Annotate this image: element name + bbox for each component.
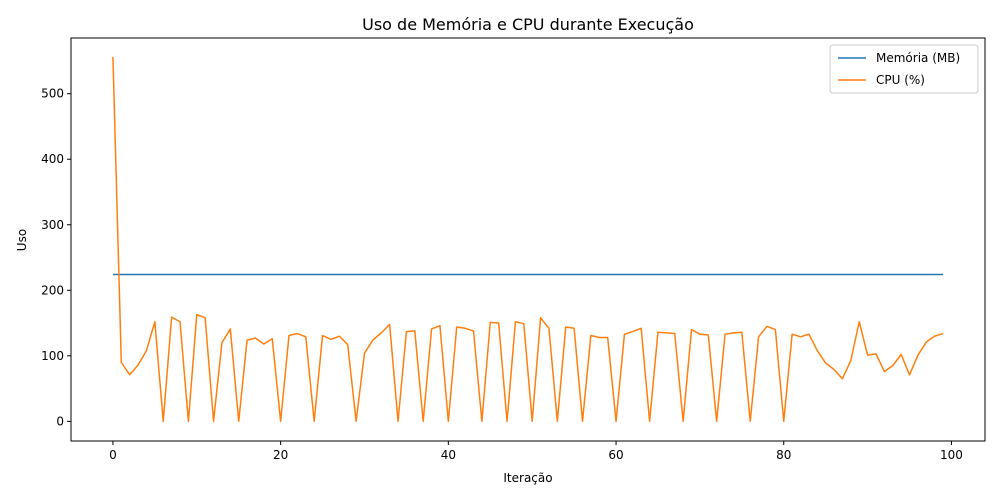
- legend-box: [829, 44, 979, 94]
- x-tick-label: 0: [109, 448, 117, 462]
- x-tick-label: 80: [776, 448, 791, 462]
- y-axis: 0 100 200 300 400 500: [41, 87, 71, 428]
- chart-title: Uso de Memória e CPU durante Execução: [362, 15, 694, 34]
- x-tick-label: 40: [441, 448, 456, 462]
- y-axis-label: Uso: [15, 229, 29, 251]
- series-layer: [112, 56, 944, 423]
- legend: Memória (MB) CPU (%): [829, 44, 979, 94]
- x-tick-label: 20: [273, 448, 288, 462]
- y-tick-label: 500: [41, 87, 64, 101]
- y-tick-label: 400: [41, 152, 64, 166]
- x-axis-label: Iteração: [503, 471, 552, 485]
- y-tick-label: 100: [41, 349, 64, 363]
- x-tick-label: 60: [608, 448, 623, 462]
- x-axis: 0 20 40 60 80 100: [109, 441, 963, 462]
- y-tick-label: 0: [56, 414, 64, 428]
- y-tick-label: 200: [41, 283, 64, 297]
- x-tick-label: 100: [940, 448, 963, 462]
- series-line-1: [112, 56, 944, 423]
- legend-label-1: CPU (%): [876, 73, 925, 87]
- plot-frame: [70, 37, 986, 442]
- y-tick-label: 300: [41, 218, 64, 232]
- legend-label-0: Memória (MB): [876, 51, 960, 65]
